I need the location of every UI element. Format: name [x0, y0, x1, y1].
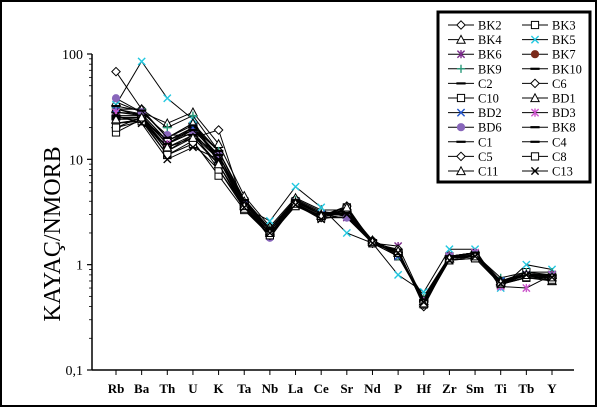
- legend-label: C5: [478, 150, 493, 164]
- x-tick-label: Ce: [314, 381, 329, 396]
- legend-label: BK3: [552, 19, 576, 33]
- x-tick-label: Sm: [466, 381, 484, 396]
- x-tick-label: Zr: [442, 381, 457, 396]
- legend-label: BK5: [552, 33, 576, 47]
- legend-marker: [531, 21, 538, 28]
- x-tick-label: Y: [547, 381, 557, 396]
- legend-marker: [531, 153, 538, 160]
- legend-label: BK9: [478, 62, 502, 76]
- data-point: [112, 67, 120, 75]
- legend-label: BK4: [478, 33, 502, 47]
- legend-label: C2: [478, 77, 493, 91]
- legend-label: C6: [552, 77, 567, 91]
- legend-marker: [457, 124, 464, 131]
- legend-label: BD3: [552, 106, 576, 120]
- y-tick-label: 10: [69, 153, 83, 168]
- legend-marker: [531, 51, 538, 58]
- legend-label: C8: [552, 150, 567, 164]
- data-point: [292, 183, 299, 190]
- legend-label: BD1: [552, 92, 576, 106]
- data-point: [112, 95, 119, 102]
- x-tick-label: Tb: [518, 381, 534, 396]
- x-tick-label: Hf: [417, 381, 432, 396]
- y-tick-label: 0,1: [66, 364, 84, 379]
- legend-label: BK6: [478, 48, 502, 62]
- legend-label: C4: [552, 135, 567, 149]
- data-point: [395, 271, 402, 278]
- legend-label: BK10: [552, 62, 582, 76]
- legend-label: BD6: [478, 121, 502, 135]
- data-point: [164, 95, 171, 102]
- x-tick-label: Sr: [340, 381, 353, 396]
- x-tick-label: P: [394, 381, 402, 396]
- legend-label: BD2: [478, 106, 502, 120]
- data-point: [343, 229, 350, 236]
- legend-label: C1: [478, 135, 493, 149]
- x-tick-label: Ba: [134, 381, 150, 396]
- x-tick-label: La: [288, 381, 304, 396]
- x-tick-label: Ta: [237, 381, 251, 396]
- legend-label: C11: [478, 165, 498, 179]
- legend-label: C10: [478, 92, 499, 106]
- x-tick-label: Ti: [495, 381, 507, 396]
- x-tick-label: U: [188, 381, 198, 396]
- legend-label: BK7: [552, 48, 576, 62]
- x-tick-label: K: [214, 381, 225, 396]
- legend-label: BK8: [552, 121, 576, 135]
- x-tick-label: Nb: [262, 381, 279, 396]
- legend-label: BK2: [478, 19, 502, 33]
- x-tick-label: Th: [159, 381, 176, 396]
- y-tick-label: 100: [62, 48, 83, 63]
- y-tick-label: 1: [76, 259, 83, 274]
- legend-label: C13: [552, 165, 573, 179]
- data-point: [214, 126, 222, 134]
- legend-marker: [457, 94, 464, 101]
- x-tick-label: Rb: [108, 381, 125, 396]
- x-tick-label: Nd: [364, 381, 381, 396]
- data-point: [112, 124, 119, 131]
- y-axis-label: KAYAÇ/NMORB: [40, 146, 66, 321]
- data-point: [138, 58, 145, 65]
